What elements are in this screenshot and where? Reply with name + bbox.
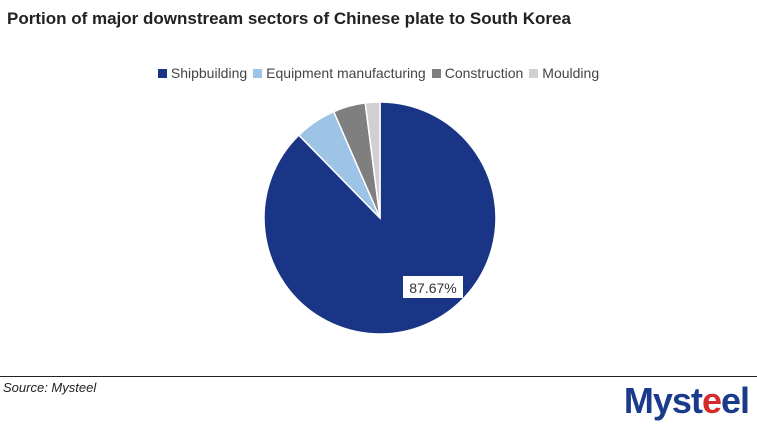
legend-label: Equipment manufacturing	[266, 65, 426, 81]
legend-item-construction: Construction	[431, 65, 524, 81]
legend-label: Moulding	[542, 65, 600, 81]
legend-item-shipbuilding: Shipbuilding	[157, 65, 248, 81]
legend-swatch	[529, 69, 539, 78]
pie-slice-moulding	[364, 101, 381, 219]
source-note: Source: Mysteel	[3, 380, 97, 395]
mysteel-logo: Mysteel	[623, 380, 750, 421]
legend-item-moulding: Moulding	[529, 65, 599, 81]
legend: Shipbuilding Equipment manufacturing Const…	[0, 65, 757, 81]
chart-title: Portion of major downstream sectors of C…	[7, 9, 571, 28]
legend-swatch	[253, 69, 263, 78]
legend-swatch	[157, 69, 167, 78]
data-label-box	[403, 276, 463, 298]
divider	[0, 376, 757, 377]
legend-label: Construction	[444, 65, 524, 81]
data-label: 87.67%	[409, 280, 456, 296]
legend-label: Shipbuilding	[170, 65, 248, 81]
legend-swatch	[431, 69, 441, 78]
legend-item-equipment-manufacturing: Equipment manufacturing	[253, 65, 426, 81]
